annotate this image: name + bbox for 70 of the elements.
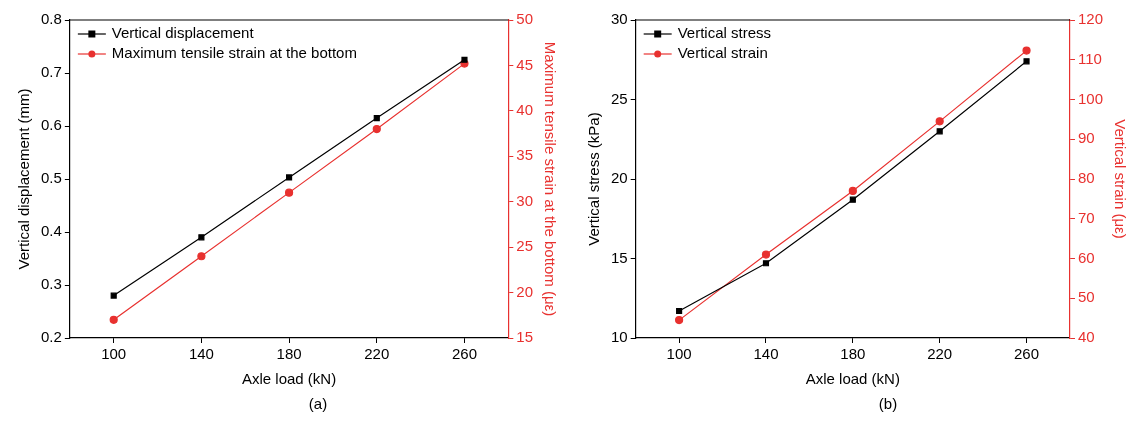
y2-tick-label: 90 [1077,129,1095,147]
y-tick-label: 0.5 [40,169,62,187]
x-tick-label: 140 [188,345,214,363]
x-tick-label: 100 [666,345,692,363]
x-tick-label: 100 [101,345,127,363]
y2-tick-label: 40 [516,101,533,118]
x-axis-title: Axle load (kN) [241,370,337,388]
y2-tick-label: 15 [516,328,533,346]
y-tick-label: 0.3 [40,275,62,293]
point [762,260,770,267]
y-axis-title: Vertical displacement (mm) [15,88,33,270]
y2-tick-label: 50 [1077,288,1095,306]
text: (b) [877,395,899,412]
y2-tick-label: 25 [516,237,533,255]
point [936,128,943,135]
y-tick-label: 0.2 [40,328,62,346]
text: (a) [307,395,329,412]
x-tick-label: 260 [1014,345,1040,363]
y-tick-label: 0.4 [40,222,62,240]
x-tick-label: 140 [753,345,779,363]
point [284,188,294,197]
y-tick-label: 15 [611,248,628,266]
y-tick-label: 0.7 [40,63,62,81]
legend-label: Maximum tensile strain at the bottom [111,44,357,62]
point [1022,46,1031,55]
point [1023,58,1030,65]
point [848,186,857,196]
y2-tick-label: 60 [1077,248,1095,266]
y2-tick-label: 50 [516,10,533,28]
y-tick-label: 30 [611,10,628,28]
y2-tick-label: 120 [1077,10,1103,28]
point [675,316,684,325]
legend-label: Vertical displacement [111,24,255,42]
point [849,196,856,203]
y-tick-label: 0.8 [40,10,62,28]
point [110,292,117,299]
legend-label: Vertical strain [677,44,768,62]
point [198,234,205,241]
y2-tick-label: 20 [516,282,533,300]
legend-label: Vertical stress [677,24,772,42]
x-tick-label: 260 [451,345,477,363]
point [197,252,206,261]
y2-tick-label: 45 [516,55,533,73]
x-axis-title: Axle load (kN) [805,370,900,388]
y2-tick-label: 30 [516,191,533,209]
y-tick-label: 0.6 [40,116,62,134]
y2-tick-label: 35 [516,146,533,164]
y2-tick-label: 110 [1077,49,1102,67]
y-axis-title: Vertical stress (kPa) [585,112,603,246]
x-tick-label: 180 [840,345,866,363]
y-tick-label: 20 [611,169,628,187]
x-tick-label: 220 [364,345,390,363]
point [372,124,381,134]
y-tick-label: 10 [611,328,628,346]
y2-axis-title: Vertical strain (με) [1111,119,1129,239]
point [286,174,293,181]
y-tick-label: 25 [611,89,628,107]
y2-tick-label: 40 [1077,328,1095,346]
point [676,307,683,315]
point [761,250,771,259]
y2-tick-label: 100 [1077,89,1103,107]
point [373,114,380,122]
point [461,56,468,63]
y2-tick-label: 80 [1077,169,1095,187]
y2-tick-label: 70 [1077,208,1095,226]
y2-axis-title: Maximum tensile strain at the bottom (με) [541,41,559,317]
x-tick-label: 220 [927,345,953,363]
point [935,117,944,126]
x-tick-label: 180 [276,345,302,363]
point [109,315,118,324]
